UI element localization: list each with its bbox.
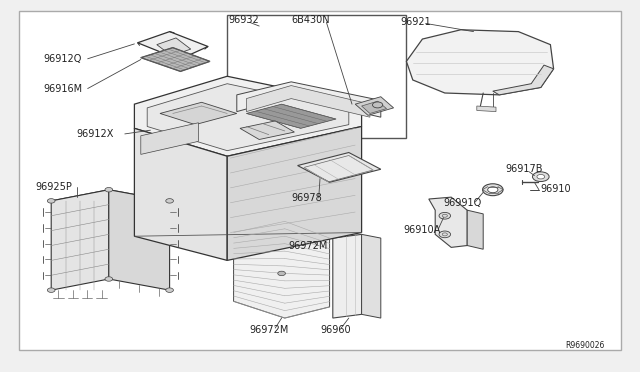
Polygon shape [141, 48, 210, 71]
Circle shape [47, 288, 55, 292]
Text: 96991Q: 96991Q [444, 198, 482, 208]
Circle shape [532, 172, 549, 182]
Polygon shape [477, 106, 496, 112]
Circle shape [166, 288, 173, 292]
Circle shape [47, 199, 55, 203]
Circle shape [488, 187, 498, 193]
Circle shape [372, 102, 383, 108]
Text: 6B430N: 6B430N [291, 16, 330, 25]
Circle shape [537, 174, 545, 179]
Circle shape [166, 199, 173, 203]
Polygon shape [51, 190, 170, 212]
Polygon shape [355, 97, 394, 115]
Polygon shape [240, 121, 294, 140]
Text: 96960: 96960 [320, 325, 351, 335]
Polygon shape [362, 234, 381, 318]
Polygon shape [234, 221, 330, 318]
Polygon shape [227, 15, 406, 138]
Polygon shape [237, 82, 381, 117]
Text: 96972M: 96972M [250, 325, 289, 335]
Circle shape [439, 212, 451, 219]
Polygon shape [134, 128, 227, 260]
Polygon shape [467, 210, 483, 249]
Polygon shape [362, 101, 387, 113]
Polygon shape [227, 126, 362, 260]
Polygon shape [141, 123, 198, 154]
Circle shape [278, 271, 285, 276]
Polygon shape [246, 86, 370, 117]
Text: 96917B: 96917B [506, 164, 543, 173]
Polygon shape [429, 197, 467, 247]
Circle shape [439, 231, 451, 238]
Text: 96978: 96978 [291, 193, 322, 203]
Text: 96912Q: 96912Q [44, 54, 82, 64]
Polygon shape [134, 76, 362, 156]
Polygon shape [298, 153, 381, 182]
Polygon shape [51, 190, 109, 290]
Polygon shape [246, 104, 336, 128]
Polygon shape [493, 65, 554, 95]
Polygon shape [19, 11, 621, 350]
Circle shape [105, 277, 113, 281]
Text: 96910: 96910 [541, 184, 572, 194]
Text: 96921: 96921 [400, 17, 431, 26]
Text: R9690026: R9690026 [565, 341, 605, 350]
Polygon shape [333, 234, 362, 318]
Polygon shape [138, 32, 208, 60]
Text: 96932: 96932 [228, 16, 259, 25]
Polygon shape [147, 84, 349, 151]
Text: 96925P: 96925P [35, 182, 72, 192]
Polygon shape [157, 38, 191, 56]
Text: 96916M: 96916M [44, 84, 83, 93]
Polygon shape [160, 102, 237, 125]
Text: 96910A: 96910A [403, 225, 440, 234]
Text: 96972M: 96972M [288, 241, 328, 250]
Circle shape [483, 184, 503, 196]
Polygon shape [109, 190, 170, 290]
Circle shape [105, 187, 113, 192]
Polygon shape [406, 30, 554, 95]
Text: 96912X: 96912X [77, 129, 114, 139]
